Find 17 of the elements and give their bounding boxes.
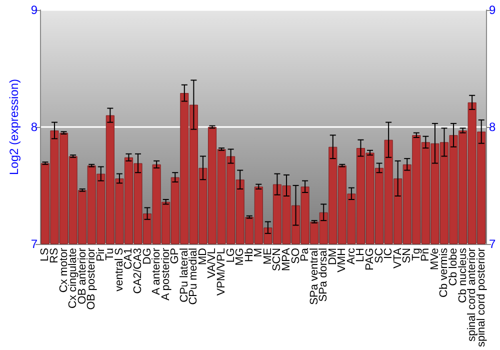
x-tick-label: SO: [290, 248, 302, 264]
x-tick-label: M: [252, 248, 265, 258]
x-tick-label: RS: [48, 248, 60, 264]
y-tick-label: 9: [30, 3, 38, 17]
y2-tick-label: 9: [489, 3, 496, 17]
x-tick-label: GP: [169, 248, 182, 264]
x-tick-label: Pa: [299, 247, 312, 262]
x-tick-label: CPu medial: [188, 248, 200, 305]
y2-tick-label: 7: [489, 236, 496, 251]
x-tick-label: IC: [382, 248, 395, 259]
y2-tick-label: 8: [489, 120, 496, 134]
y-tick-label: 7: [30, 236, 38, 251]
y-tick-label: 8: [30, 120, 38, 134]
x-tick-label: DG: [141, 248, 154, 264]
x-tick-label: Hb: [243, 248, 256, 262]
y-axis-title: Log2 (expression): [7, 78, 21, 176]
x-tick-label: OB anterior: [76, 248, 88, 304]
